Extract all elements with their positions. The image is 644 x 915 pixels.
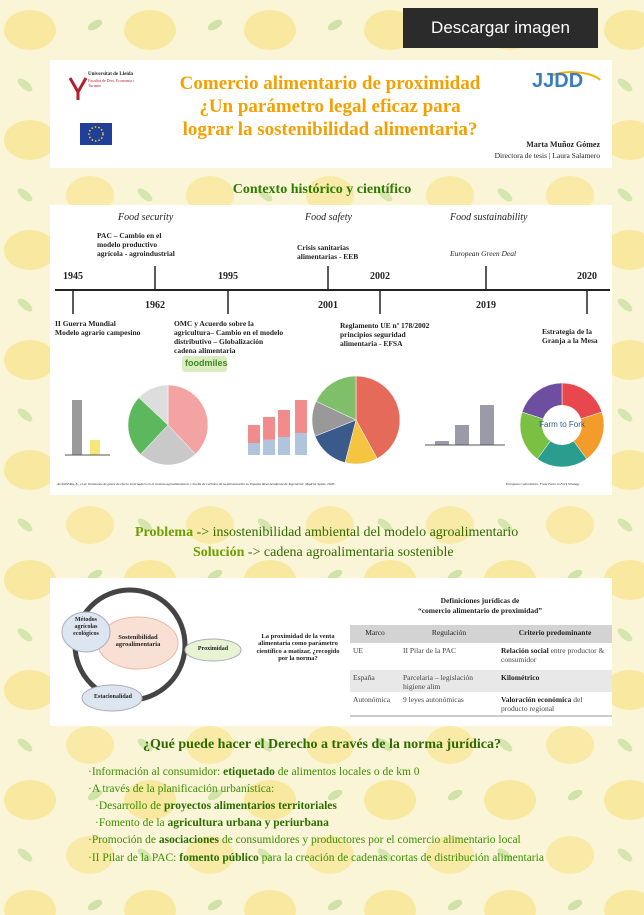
text: ·A través de la planificación urbanístic… xyxy=(88,783,274,795)
diagram-center: Sostenibilidad agroalimentaria xyxy=(108,634,168,649)
food-miles-logo: foodmiles xyxy=(185,358,228,368)
strong-text: etiquetado xyxy=(223,766,275,778)
strong-text: agricultura urbana y periurbana xyxy=(168,817,329,829)
section-heading: ¿Qué puede hacer el Derecho a través de … xyxy=(100,737,544,753)
table-cell: UE xyxy=(353,647,395,656)
text: ·II Pilar de la PAC: xyxy=(88,852,179,864)
label: Solución xyxy=(193,545,244,560)
figure-shape xyxy=(435,441,449,445)
solution: Solución -> cadena agroalimentaria soste… xyxy=(193,545,454,561)
table-cell: Autonómica xyxy=(353,696,395,705)
figure-shape xyxy=(278,410,290,437)
text: ·Información al consumidor: xyxy=(88,766,223,778)
table-cell: España xyxy=(353,674,395,683)
credit: European Commission. From Farm to Fork S… xyxy=(506,482,580,486)
figure-shape xyxy=(295,400,307,433)
table-header: Regulación xyxy=(400,629,498,638)
text: para la creación de cadenas cortas de di… xyxy=(259,852,544,864)
text: ·Fomento de la xyxy=(95,817,168,829)
event-label: Modelo agrario campesino xyxy=(55,329,140,338)
question: La proximidad de la venta alimentaria co… xyxy=(252,633,344,663)
figure-shape xyxy=(295,433,307,455)
year: 2001 xyxy=(313,300,343,312)
figure-shape xyxy=(263,417,275,440)
table-cell: Parcelaria – legislación higiene alim xyxy=(403,674,493,691)
text: de alimentos locales o de km 0 xyxy=(275,766,420,778)
title: lograr la sostenibilidad alimentaria? xyxy=(150,119,510,141)
year: 1945 xyxy=(58,271,88,283)
title: Comercio alimentario de proximidad xyxy=(150,73,510,95)
strong-text: asociaciones xyxy=(159,834,219,846)
event-label: alimentarias - EEB xyxy=(297,253,358,262)
table-cell: II Pilar de la PAC xyxy=(403,647,493,656)
supervisor: Directora de tesis | Laura Salamero xyxy=(420,152,600,161)
year: 1995 xyxy=(213,271,243,283)
action-item: ·A través de la planificación urbanístic… xyxy=(88,783,274,796)
action-item: ·Fomento de la agricultura urbana y peri… xyxy=(95,817,329,830)
label: Problema xyxy=(135,525,193,540)
figure-shape xyxy=(72,400,82,455)
text: ·Promoción de xyxy=(88,834,159,846)
figure-shape xyxy=(248,425,260,443)
year: 1962 xyxy=(140,300,170,312)
action-item: ·II Pilar de la PAC: fomento público par… xyxy=(88,852,544,865)
download-button[interactable]: Descargar imagen xyxy=(403,8,598,48)
event-logo: JJDD xyxy=(532,70,583,93)
text: -> cadena agroalimentaria sostenible xyxy=(244,545,453,560)
event-label: Granja a la Mesa xyxy=(542,337,598,346)
action-item: ·Promoción de asociaciones de consumidor… xyxy=(88,834,521,847)
university: Universitat de Lleida xyxy=(88,72,133,78)
table-title: Definiciones jurídicas de xyxy=(380,597,580,606)
diagram-node: Proximidad xyxy=(188,646,238,653)
event-label: European Green Deal xyxy=(450,250,516,259)
strong-text: fomento público xyxy=(179,852,259,864)
action-item: ·Información al consumidor: etiquetado d… xyxy=(88,766,420,779)
figure-shape xyxy=(263,440,275,455)
table-cell: Relación social entre productor & consum… xyxy=(501,647,607,664)
author: Marta Muñoz Gómez xyxy=(450,140,600,149)
figure-shape xyxy=(455,425,469,445)
citation: AGUILERA, E., et al. Emisiones de gases … xyxy=(57,482,457,486)
figure-shape xyxy=(248,443,260,455)
table-cell: 9 leyes autonómicas xyxy=(403,696,493,705)
poster: Descargar imagen Universitat de LleidaFa… xyxy=(0,0,644,915)
figure-shape xyxy=(90,440,100,455)
title: ¿Un parámetro legal eficaz para xyxy=(150,96,510,118)
text: ·Desarrollo de xyxy=(95,800,164,812)
table-cell: Kilométrico xyxy=(501,674,607,683)
year: 2020 xyxy=(572,271,602,283)
year: 2002 xyxy=(365,271,395,283)
section-heading: Contexto histórico y científico xyxy=(150,182,494,198)
text: de consumidores y productores por el com… xyxy=(219,834,521,846)
event-label: cadena alimentaria xyxy=(174,347,235,356)
theme: Food sustainability xyxy=(450,212,528,224)
event-label: alimentaria - EFSA xyxy=(340,340,403,349)
strong-text: Kilométrico xyxy=(501,673,539,682)
diagram-node: Estacionalidad xyxy=(83,694,143,701)
figure-shape xyxy=(480,405,494,445)
table-header: Criterio predominante xyxy=(498,629,612,638)
table-title: “comercio alimentario de proximidad” xyxy=(380,607,580,616)
problem: Problema -> insostenibilidad ambiental d… xyxy=(135,525,518,541)
faculty: Facultat de Dret, Economia i Turisme xyxy=(88,79,138,88)
event-label: agrícola - agroindustrial xyxy=(97,250,175,259)
figure-shape xyxy=(278,437,290,455)
table-cell: Valoración económica del producto region… xyxy=(501,696,607,713)
farm-to-fork-label: Farm to Fork xyxy=(537,420,587,429)
text: -> insostenibilidad ambiental del modelo… xyxy=(193,525,518,540)
year: 2019 xyxy=(471,300,501,312)
theme: Food security xyxy=(118,212,173,224)
diagram-node: Métodos agrícolas ecológicos xyxy=(66,617,106,638)
theme: Food safety xyxy=(305,212,352,224)
table-header: Marco xyxy=(350,629,400,638)
strong-text: proyectos alimentarios territoriales xyxy=(164,800,337,812)
action-item: ·Desarrollo de proyectos alimentarios te… xyxy=(95,800,337,813)
